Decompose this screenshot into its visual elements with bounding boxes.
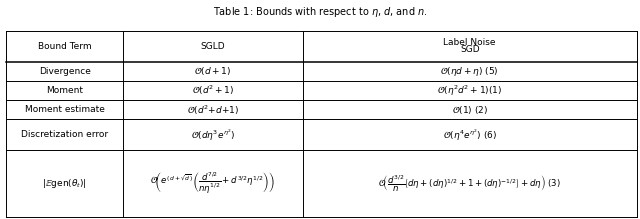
Text: $\mathcal{O}\!\left(e^{(d+\sqrt{d})}\left(\dfrac{d^{7/2}}{n\eta^{1/2}}+d^{3/2}\e: $\mathcal{O}\!\left(e^{(d+\sqrt{d})}\lef… — [150, 171, 275, 196]
Text: Moment: Moment — [46, 86, 83, 95]
Text: $\mathcal{O}(\eta d+\eta)$ (5): $\mathcal{O}(\eta d+\eta)$ (5) — [440, 65, 499, 78]
Text: $\mathcal{O}(d+1)$: $\mathcal{O}(d+1)$ — [194, 65, 232, 77]
Text: SGLD: SGLD — [200, 42, 225, 51]
Text: Discretization error: Discretization error — [21, 131, 108, 140]
Text: SGD: SGD — [460, 45, 479, 54]
Text: $\mathcal{O}(\eta^2 d^2+1)(1)$: $\mathcal{O}(\eta^2 d^2+1)(1)$ — [437, 83, 502, 98]
Text: $|\mathbb{E}\mathrm{gen}(\theta_t)|$: $|\mathbb{E}\mathrm{gen}(\theta_t)|$ — [42, 177, 87, 190]
Text: $\mathcal{O}(d^2{+}d{+}1)$: $\mathcal{O}(d^2{+}d{+}1)$ — [187, 103, 239, 117]
Text: Label Noise: Label Noise — [444, 38, 496, 47]
Text: Moment estimate: Moment estimate — [25, 105, 105, 114]
Text: $\mathcal{O}(d\eta^3 e^{\eta^2})$: $\mathcal{O}(d\eta^3 e^{\eta^2})$ — [191, 127, 235, 143]
Text: Bound Term: Bound Term — [38, 42, 92, 51]
Text: $\mathcal{O}\!\left(\dfrac{d^{3/2}}{n}\left[d\eta+(d\eta)^{1/2}+1+(d\eta)^{-1/2}: $\mathcal{O}\!\left(\dfrac{d^{3/2}}{n}\l… — [378, 174, 561, 194]
Text: $\mathcal{O}(1)$ (2): $\mathcal{O}(1)$ (2) — [452, 104, 488, 116]
Text: $\mathcal{O}(\eta^4 e^{\eta^2})$ (6): $\mathcal{O}(\eta^4 e^{\eta^2})$ (6) — [443, 127, 497, 143]
Text: Divergence: Divergence — [39, 67, 91, 76]
Text: Table 1: Bounds with respect to $\eta$, $d$, and $n$.: Table 1: Bounds with respect to $\eta$, … — [212, 5, 428, 19]
Text: $\mathcal{O}(d^2+1)$: $\mathcal{O}(d^2+1)$ — [192, 84, 234, 97]
